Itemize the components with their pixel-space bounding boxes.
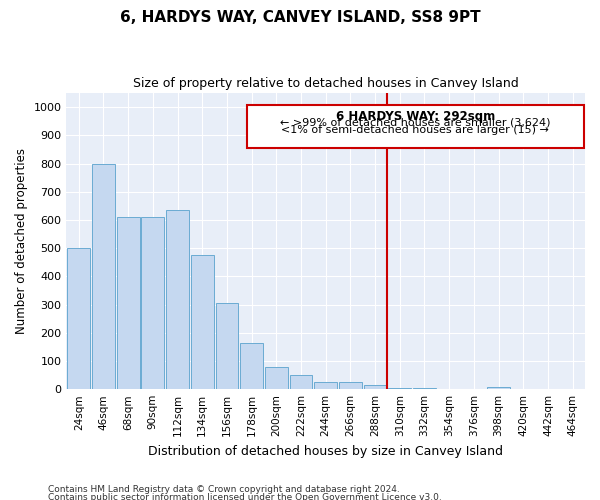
Text: Contains HM Land Registry data © Crown copyright and database right 2024.: Contains HM Land Registry data © Crown c… bbox=[48, 486, 400, 494]
Bar bbox=[265, 367, 287, 389]
Text: Contains public sector information licensed under the Open Government Licence v3: Contains public sector information licen… bbox=[48, 493, 442, 500]
Bar bbox=[339, 382, 362, 389]
Bar bbox=[67, 248, 90, 389]
Bar bbox=[290, 375, 313, 389]
Text: <1% of semi-detached houses are larger (15) →: <1% of semi-detached houses are larger (… bbox=[281, 125, 549, 135]
Bar bbox=[117, 217, 140, 389]
Bar bbox=[413, 388, 436, 389]
Text: 6, HARDYS WAY, CANVEY ISLAND, SS8 9PT: 6, HARDYS WAY, CANVEY ISLAND, SS8 9PT bbox=[119, 10, 481, 25]
Bar bbox=[487, 387, 510, 389]
Bar bbox=[191, 255, 214, 389]
Bar bbox=[215, 303, 238, 389]
Text: 6 HARDYS WAY: 292sqm: 6 HARDYS WAY: 292sqm bbox=[335, 110, 495, 123]
Y-axis label: Number of detached properties: Number of detached properties bbox=[15, 148, 28, 334]
Bar bbox=[240, 343, 263, 389]
Bar bbox=[92, 164, 115, 389]
FancyBboxPatch shape bbox=[247, 105, 584, 148]
Bar bbox=[314, 382, 337, 389]
Bar bbox=[364, 385, 386, 389]
Bar bbox=[166, 210, 189, 389]
Title: Size of property relative to detached houses in Canvey Island: Size of property relative to detached ho… bbox=[133, 78, 518, 90]
Text: ← >99% of detached houses are smaller (3,624): ← >99% of detached houses are smaller (3… bbox=[280, 118, 550, 128]
X-axis label: Distribution of detached houses by size in Canvey Island: Distribution of detached houses by size … bbox=[148, 444, 503, 458]
Bar bbox=[388, 388, 411, 389]
Bar bbox=[438, 388, 461, 389]
Bar bbox=[142, 217, 164, 389]
